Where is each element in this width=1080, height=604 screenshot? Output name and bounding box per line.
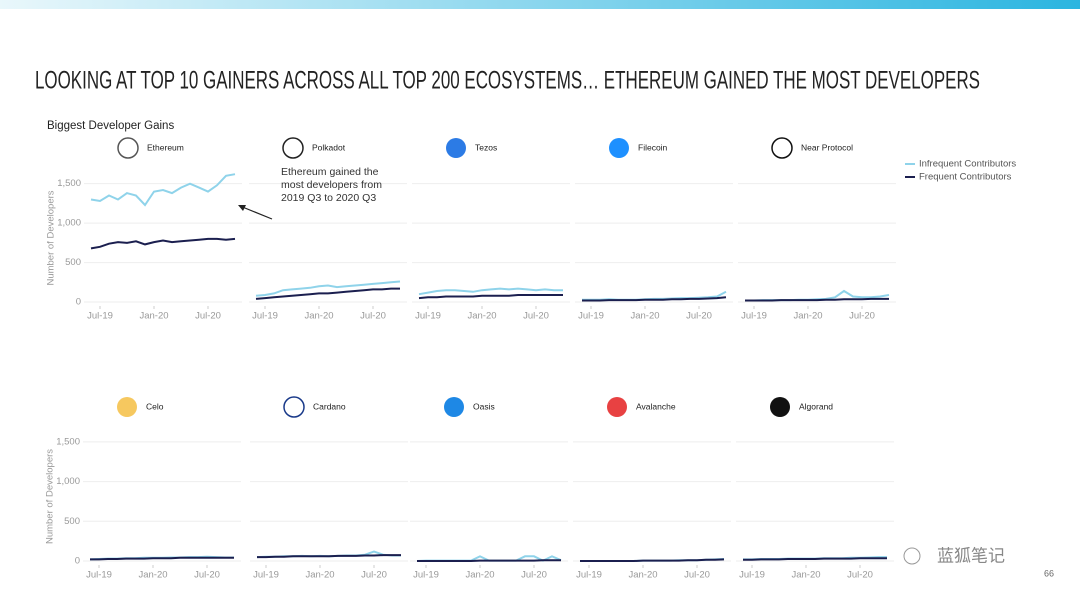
series-line <box>582 296 727 302</box>
x-tick-label: Jul-20 <box>849 311 875 322</box>
x-tick-label: Jul-19 <box>413 570 439 581</box>
series-line <box>90 556 234 561</box>
y-tick-label: 1,500 <box>57 178 81 189</box>
x-tick-label: Jul-19 <box>739 570 765 581</box>
watermark-icon <box>903 547 921 565</box>
arrow-head <box>238 205 246 211</box>
x-tick-label: Jan-20 <box>139 311 168 322</box>
x-tick-label: Jul-20 <box>523 311 549 322</box>
panel-title: Filecoin <box>638 142 668 152</box>
x-tick-label: Jul-20 <box>194 570 220 581</box>
series-line <box>257 554 401 559</box>
x-tick-label: Jan-20 <box>304 311 333 322</box>
watermark: 蓝狐笔记 <box>937 546 1005 565</box>
x-tick-label: Jul-19 <box>578 311 604 322</box>
ecosystem-icon <box>444 397 464 417</box>
x-tick-label: Jul-20 <box>684 570 710 581</box>
page-number: 66 <box>1044 568 1054 578</box>
y-tick-label: 0 <box>76 297 81 308</box>
ecosystem-icon <box>607 397 627 417</box>
y-tick-label: 500 <box>65 257 81 268</box>
series-line <box>418 294 563 300</box>
ecosystem-icon <box>770 397 790 417</box>
x-tick-label: Jul-19 <box>86 570 112 581</box>
y-tick-label: 0 <box>75 556 80 567</box>
legend-label: Frequent Contributors <box>919 172 1012 183</box>
x-tick-label: Jan-20 <box>305 570 334 581</box>
x-tick-label: Jan-20 <box>138 570 167 581</box>
series-line <box>417 559 561 562</box>
panel-title: Celo <box>146 401 164 411</box>
x-tick-label: Jul-20 <box>360 311 386 322</box>
panel-title: Oasis <box>473 401 495 411</box>
series-line <box>90 173 236 207</box>
series-line <box>743 557 887 561</box>
ecosystem-icon <box>117 137 139 159</box>
ecosystem-icon <box>117 397 137 417</box>
series-line <box>418 287 563 296</box>
x-tick-label: Jan-20 <box>467 311 496 322</box>
x-tick-label: Jul-19 <box>253 570 279 581</box>
x-tick-label: Jan-20 <box>630 311 659 322</box>
panel-title: Polkadot <box>312 142 346 152</box>
ecosystem-icon <box>446 138 466 158</box>
panel-title: Near Protocol <box>801 142 853 152</box>
x-tick-label: Jul-20 <box>521 570 547 581</box>
panel-title: Avalanche <box>636 401 676 411</box>
ecosystem-icon <box>283 396 305 418</box>
x-tick-label: Jul-19 <box>252 311 278 322</box>
series-line <box>580 558 725 562</box>
panel-title: Ethereum <box>147 142 184 152</box>
x-tick-label: Jan-20 <box>465 570 494 581</box>
panel-title: Cardano <box>313 401 346 411</box>
y-tick-label: 1,000 <box>57 218 81 229</box>
annotation: Ethereum gained the most developers from… <box>281 166 382 204</box>
y-axis-label: Number of Developers <box>46 190 57 285</box>
x-tick-label: Jul-19 <box>576 570 602 581</box>
series-line <box>255 287 400 300</box>
ecosystem-icon <box>609 138 629 158</box>
ecosystem-icon <box>771 137 793 159</box>
series-line <box>90 237 236 250</box>
series-line <box>745 297 889 302</box>
x-tick-label: Jul-20 <box>847 570 873 581</box>
x-tick-label: Jan-20 <box>793 311 822 322</box>
panel-title: Algorand <box>799 401 833 411</box>
ecosystem-icon <box>282 137 304 159</box>
y-axis-label: Number of Developers <box>45 449 56 544</box>
subtitle: Biggest Developer Gains <box>47 120 174 132</box>
x-tick-label: Jul-19 <box>87 311 113 322</box>
x-tick-label: Jan-20 <box>791 570 820 581</box>
legend-label: Infrequent Contributors <box>919 159 1016 170</box>
x-tick-label: Jul-20 <box>361 570 387 581</box>
x-tick-label: Jul-20 <box>686 311 712 322</box>
top-bar <box>0 0 1080 9</box>
y-tick-label: 500 <box>64 516 80 527</box>
x-tick-label: Jul-19 <box>415 311 441 322</box>
x-tick-label: Jul-19 <box>741 311 767 322</box>
series-line <box>255 280 401 297</box>
x-tick-label: Jan-20 <box>628 570 657 581</box>
x-tick-label: Jul-20 <box>195 311 221 322</box>
y-tick-label: 1,000 <box>56 476 80 487</box>
arrow <box>239 205 273 220</box>
y-tick-label: 1,500 <box>56 436 80 447</box>
panel-title: Tezos <box>475 142 497 152</box>
slide-title: LOOKING AT TOP 10 GAINERS ACROSS ALL TOP… <box>35 67 980 95</box>
